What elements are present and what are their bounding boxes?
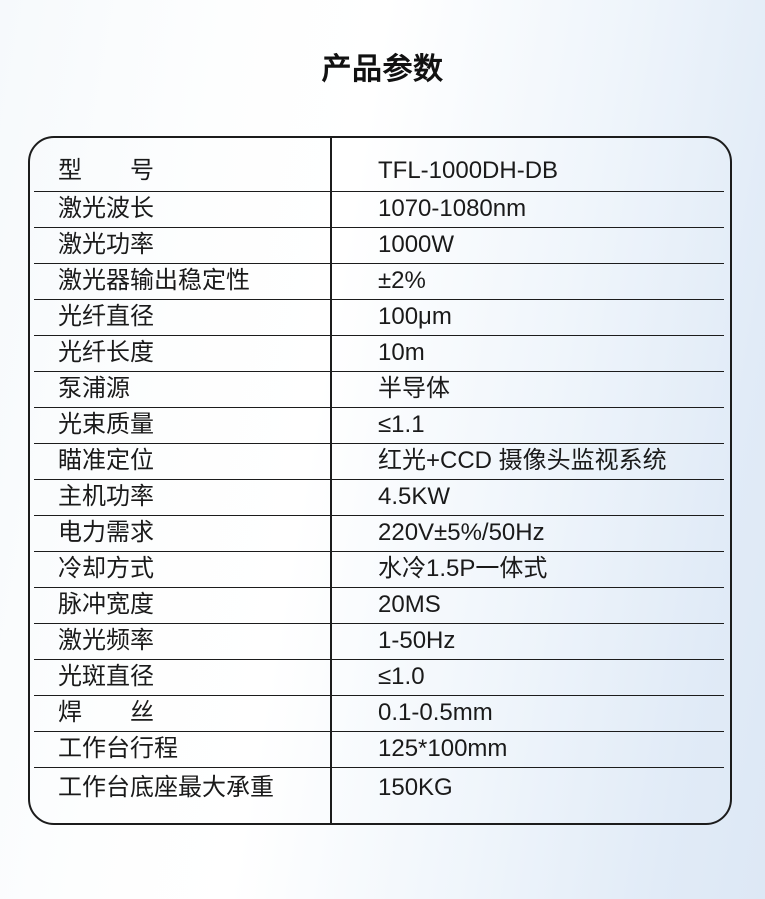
table-row: 主机功率 4.5KW <box>34 480 724 516</box>
spec-value: 20MS <box>378 591 441 619</box>
table-row: 脉冲宽度 20MS <box>34 588 724 624</box>
spec-label: 激光器输出稳定性 <box>58 267 250 295</box>
column-divider <box>330 138 332 823</box>
table-row: 光斑直径 ≤1.0 <box>34 660 724 696</box>
spec-value: 半导体 <box>378 375 450 403</box>
spec-label: 光纤直径 <box>58 303 154 331</box>
spec-label: 工作台行程 <box>58 735 178 763</box>
spec-label: 激光波长 <box>58 195 154 223</box>
spec-value: 220V±5%/50Hz <box>378 519 545 547</box>
spec-value: ≤1.1 <box>378 411 425 439</box>
table-row: 泵浦源 半导体 <box>34 372 724 408</box>
table-row: 焊 丝 0.1-0.5mm <box>34 696 724 732</box>
spec-label: 激光功率 <box>58 231 154 259</box>
spec-label: 光斑直径 <box>58 663 154 691</box>
spec-value: 100μm <box>378 303 452 331</box>
page-title: 产品参数 <box>321 53 444 86</box>
spec-table: 型 号 TFL-1000DH-DB 激光波长 1070-1080nm 激光功率 … <box>28 136 732 825</box>
spec-label: 焊 丝 <box>58 699 154 727</box>
spec-value: ±2% <box>378 267 426 295</box>
spec-label: 冷却方式 <box>58 555 154 583</box>
table-row: 冷却方式 水冷1.5P一体式 <box>34 552 724 588</box>
spec-label: 工作台底座最大承重 <box>58 773 274 801</box>
table-row: 型 号 TFL-1000DH-DB <box>34 151 724 192</box>
spec-label: 光纤长度 <box>58 339 154 367</box>
table-row: 光束质量 ≤1.1 <box>34 408 724 444</box>
spec-label: 电力需求 <box>58 519 154 547</box>
spec-value: 1000W <box>378 231 455 259</box>
spec-label: 瞄准定位 <box>58 447 154 475</box>
spec-label: 主机功率 <box>58 483 154 511</box>
spec-value: 水冷1.5P一体式 <box>378 555 548 583</box>
table-row: 激光功率 1000W <box>34 228 724 264</box>
spec-label: 激光频率 <box>58 627 154 655</box>
spec-value: 红光+CCD 摄像头监视系统 <box>378 447 667 475</box>
table-row: 瞄准定位 红光+CCD 摄像头监视系统 <box>34 444 724 480</box>
table-row: 激光频率 1-50Hz <box>34 624 724 660</box>
spec-value: 1070-1080nm <box>378 195 527 223</box>
spec-value: 0.1-0.5mm <box>378 699 493 727</box>
spec-value: 4.5KW <box>378 483 451 511</box>
table-row: 电力需求 220V±5%/50Hz <box>34 516 724 552</box>
spec-value: 1-50Hz <box>378 627 456 655</box>
spec-value: TFL-1000DH-DB <box>378 156 559 184</box>
spec-table-rows: 型 号 TFL-1000DH-DB 激光波长 1070-1080nm 激光功率 … <box>34 151 724 808</box>
spec-label: 泵浦源 <box>58 375 130 403</box>
table-row: 工作台底座最大承重 150KG <box>34 768 724 808</box>
spec-label: 型 号 <box>58 156 154 184</box>
table-row: 工作台行程 125*100mm <box>34 732 724 768</box>
table-row: 光纤长度 10m <box>34 336 724 372</box>
table-row: 激光波长 1070-1080nm <box>34 192 724 228</box>
spec-value: ≤1.0 <box>378 663 425 691</box>
spec-value: 125*100mm <box>378 735 508 763</box>
spec-value: 10m <box>378 339 425 367</box>
table-row: 光纤直径 100μm <box>34 300 724 336</box>
spec-value: 150KG <box>378 773 453 801</box>
spec-label: 脉冲宽度 <box>58 591 154 619</box>
spec-label: 光束质量 <box>58 411 154 439</box>
table-row: 激光器输出稳定性 ±2% <box>34 264 724 300</box>
